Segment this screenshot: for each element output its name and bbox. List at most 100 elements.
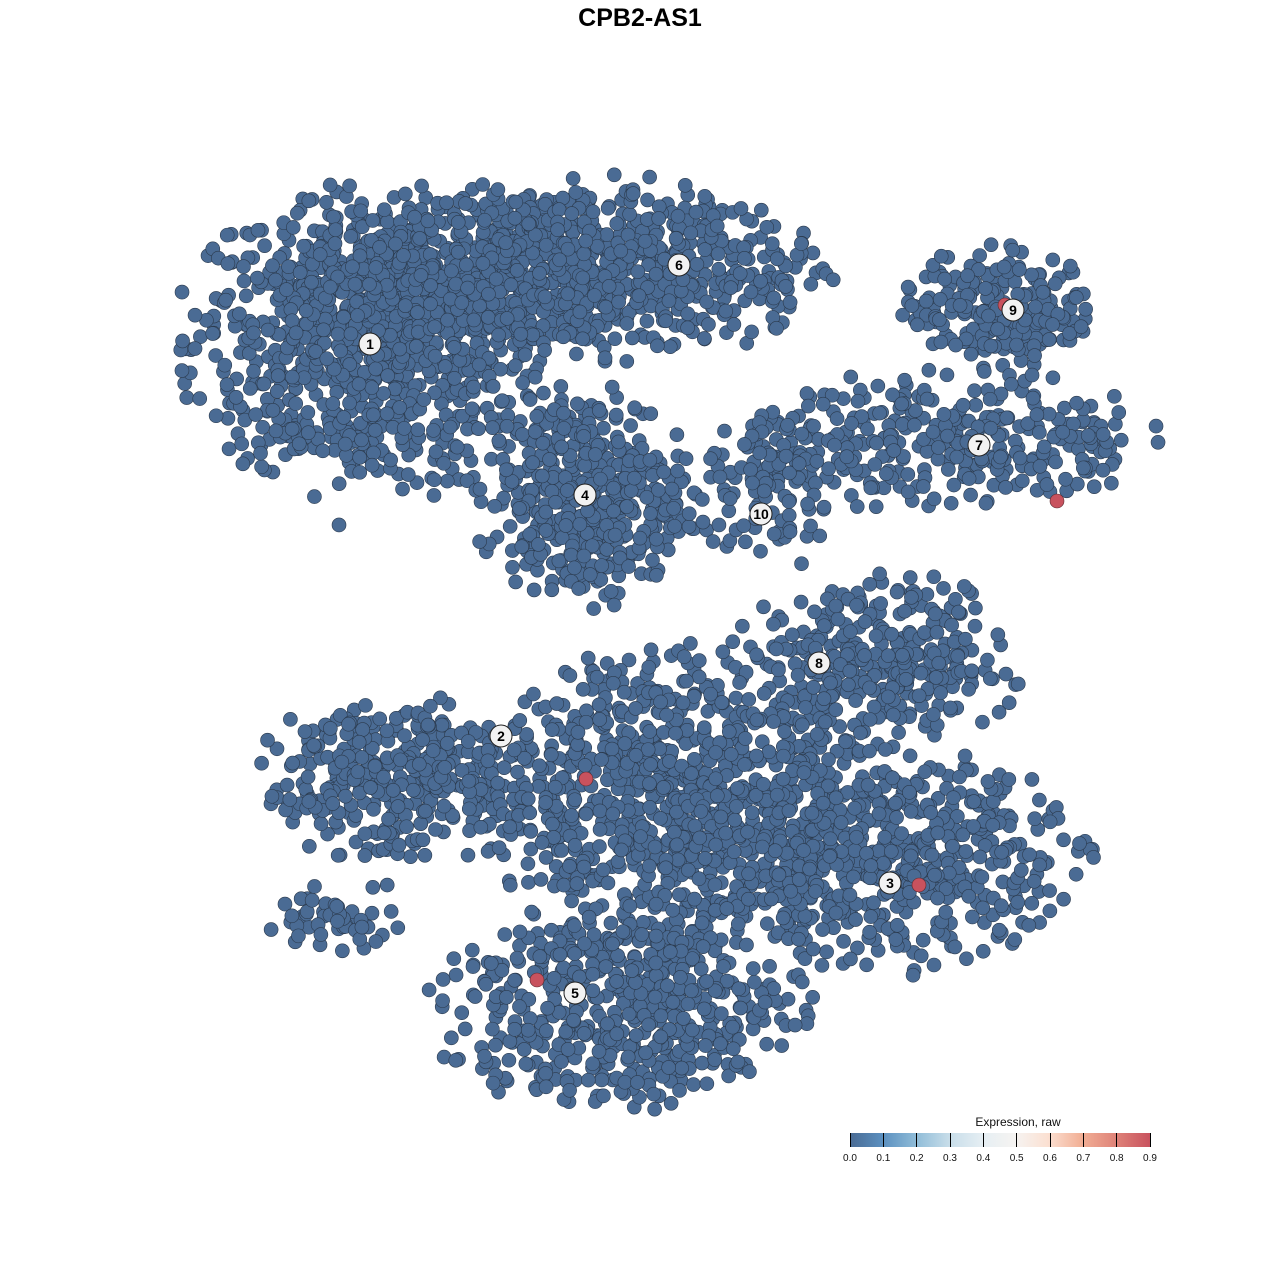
cell-point — [506, 742, 522, 758]
cell-point — [931, 655, 947, 671]
cell-point — [819, 944, 834, 960]
cell-point — [325, 396, 341, 411]
cell-point — [998, 666, 1014, 682]
cell-point — [426, 488, 442, 503]
cell-point — [534, 835, 550, 850]
cell-point — [312, 247, 328, 262]
cell-point — [894, 396, 910, 412]
cell-point — [1056, 891, 1071, 907]
cell-point — [549, 696, 565, 711]
cell-point — [589, 669, 605, 685]
cell-point — [871, 843, 887, 859]
cell-point — [904, 298, 920, 313]
cell-point — [571, 581, 587, 596]
cell-point — [643, 506, 658, 521]
cell-point — [603, 915, 619, 931]
cell-point — [733, 201, 749, 216]
cell-point — [705, 534, 721, 549]
cell-point — [868, 628, 884, 644]
cell-point — [833, 815, 849, 830]
cell-point — [385, 783, 401, 798]
cell-point — [648, 266, 664, 282]
cell-point — [722, 491, 738, 506]
cell-point — [656, 780, 671, 795]
cell-point — [175, 333, 190, 349]
cell-point — [710, 788, 725, 804]
cell-point — [1032, 425, 1047, 440]
cell-point — [667, 824, 682, 840]
cell-point — [322, 279, 338, 295]
cell-point — [691, 669, 707, 685]
cell-point — [390, 799, 406, 814]
cell-point — [907, 417, 922, 433]
cell-point — [668, 231, 684, 246]
cell-point — [544, 722, 560, 738]
cell-point — [570, 396, 585, 412]
cell-point — [543, 747, 559, 763]
cell-point — [447, 370, 462, 386]
cell-point — [235, 456, 251, 472]
cell-point — [316, 322, 331, 338]
cell-point — [775, 910, 791, 926]
cell-point — [532, 266, 547, 281]
cell-point — [416, 392, 432, 407]
cell-point — [933, 248, 949, 264]
cell-point — [524, 904, 539, 920]
cell-point — [236, 259, 251, 274]
cell-point — [306, 738, 322, 753]
cell-point — [563, 547, 579, 563]
cell-point — [502, 519, 518, 534]
cell-point — [250, 270, 265, 286]
cell-point — [933, 334, 949, 350]
cell-point — [998, 480, 1013, 495]
cell-point — [545, 816, 560, 832]
cell-point — [505, 559, 520, 575]
cell-point — [376, 825, 392, 841]
cell-point — [577, 758, 593, 773]
cell-point — [351, 734, 367, 750]
cell-point — [1095, 462, 1111, 478]
cell-point — [220, 256, 236, 271]
cell-point — [658, 860, 674, 876]
cell-point — [764, 891, 779, 907]
cell-point — [398, 186, 413, 202]
cell-point — [338, 788, 353, 804]
cell-point — [572, 517, 588, 532]
cell-point — [269, 384, 285, 399]
cell-point — [784, 627, 800, 643]
cell-point — [968, 600, 983, 616]
cell-point — [372, 239, 387, 255]
cell-point — [836, 934, 851, 949]
cell-point — [529, 409, 545, 424]
cell-point — [900, 279, 916, 295]
cell-point — [403, 849, 418, 864]
cell-point — [292, 265, 308, 280]
cell-point — [575, 270, 591, 286]
cell-point — [219, 377, 235, 392]
cell-point — [749, 712, 765, 728]
cell-point — [454, 295, 470, 310]
cell-point — [978, 495, 994, 511]
cell-point — [778, 279, 793, 294]
cell-point — [376, 202, 392, 217]
cell-point — [513, 326, 529, 342]
cell-point — [308, 344, 323, 359]
cell-point — [409, 339, 424, 354]
cell-point — [442, 419, 458, 435]
cell-point — [420, 213, 436, 229]
cell-point — [933, 685, 948, 701]
cell-point — [570, 724, 586, 740]
cell-point — [1032, 792, 1047, 808]
cell-point — [677, 178, 693, 193]
cell-point — [707, 877, 723, 893]
cell-point — [960, 268, 975, 283]
cell-point — [761, 744, 777, 760]
cell-point — [637, 233, 653, 249]
cell-point — [963, 487, 978, 503]
cell-point — [313, 816, 329, 832]
cell-point — [358, 698, 373, 713]
cell-point — [265, 402, 281, 418]
cell-point — [983, 237, 999, 252]
cell-point — [889, 810, 904, 825]
cell-point — [491, 327, 506, 343]
